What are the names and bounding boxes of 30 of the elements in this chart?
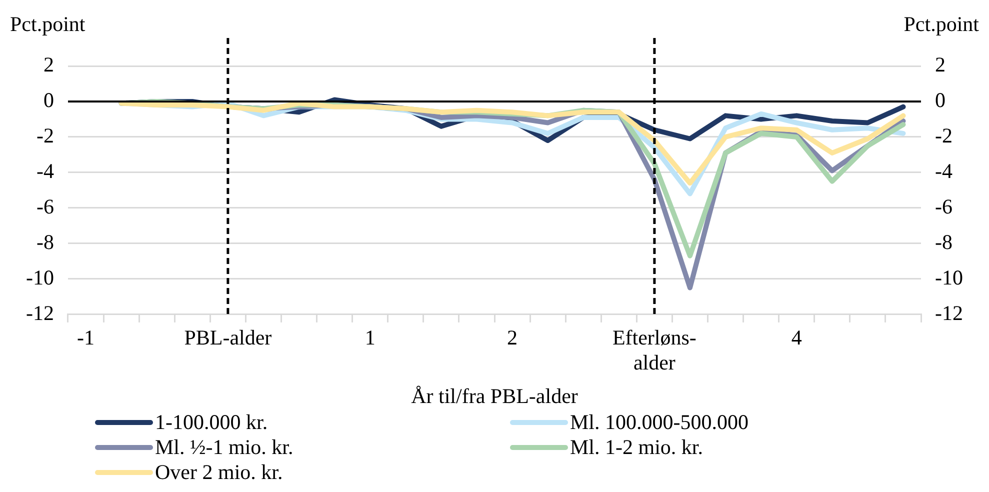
y-tick-label: 0	[43, 88, 54, 112]
y2-tick-label: -2	[935, 123, 953, 148]
legend-label: 1-100.000 kr.	[155, 410, 268, 435]
legend-label: Ml. ½-1 mio. kr.	[155, 435, 294, 460]
y2-tick-label: -6	[935, 194, 953, 218]
y-tick-label: -2	[36, 123, 54, 148]
x-tick-label: 1	[364, 326, 376, 350]
x-tick-label: 4	[791, 326, 802, 350]
y2-tick-label: -4	[935, 158, 953, 183]
y2-tick-label: 0	[935, 88, 946, 112]
y-tick-label: -8	[36, 230, 54, 254]
y-tick-label: -4	[36, 158, 54, 183]
x-tick-label: 2	[507, 326, 518, 350]
y-tick-label: 2	[43, 52, 54, 77]
y-axis-title: Pct.point	[10, 12, 86, 37]
x-tick-label: Efterløns-alder	[612, 326, 696, 375]
x-tick-label: PBL-alder	[184, 326, 272, 350]
y-tick-label: -12	[26, 300, 54, 325]
y-tick-label: -6	[36, 194, 54, 218]
y2-tick-label: -8	[935, 230, 953, 254]
legend-label: Over 2 mio. kr.	[155, 460, 283, 485]
y2-axis-title: Pct.point	[904, 12, 979, 37]
y2-tick-label: 2	[935, 52, 946, 77]
legend-label: Ml. 1-2 mio. kr.	[570, 435, 704, 460]
y-tick-label: -10	[26, 265, 54, 290]
y2-tick-label: -10	[935, 265, 964, 290]
x-axis-title: År til/fra PBL-alder	[411, 384, 578, 408]
legend-label: Ml. 100.000-500.000	[570, 410, 748, 435]
x-tick-label: -1	[77, 326, 95, 350]
y2-tick-label: -12	[935, 300, 964, 325]
